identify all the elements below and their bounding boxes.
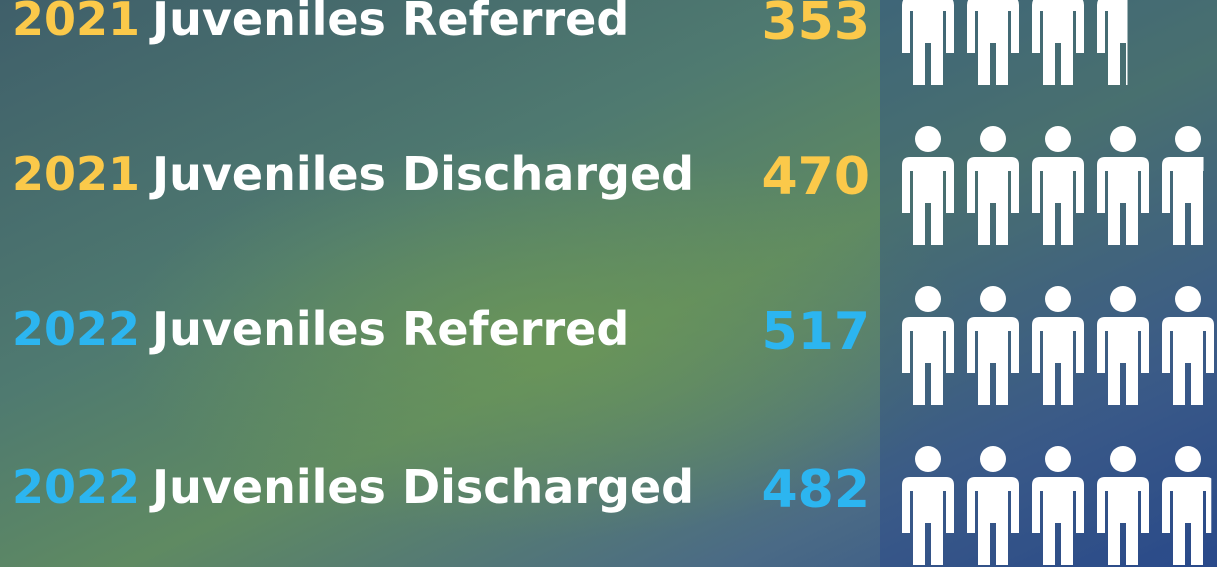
label: Juveniles Referred xyxy=(149,302,629,356)
value-label: 470 xyxy=(761,147,870,207)
year: 2022 xyxy=(12,460,140,514)
label: Juveniles Referred xyxy=(149,0,629,46)
year: 2022 xyxy=(12,302,140,356)
year: 2021 xyxy=(12,0,140,46)
label: Juveniles Discharged xyxy=(149,460,694,514)
label: Juveniles Discharged xyxy=(149,147,694,201)
value-label: 517 xyxy=(761,302,870,362)
value-label: 482 xyxy=(761,460,870,520)
year: 2021 xyxy=(12,147,140,201)
chart: 2021Juveniles Referred3532021Juveniles D… xyxy=(0,0,1217,567)
value-label: 353 xyxy=(761,0,870,52)
page: 2021Juveniles Referred3532021Juveniles D… xyxy=(0,0,1217,567)
